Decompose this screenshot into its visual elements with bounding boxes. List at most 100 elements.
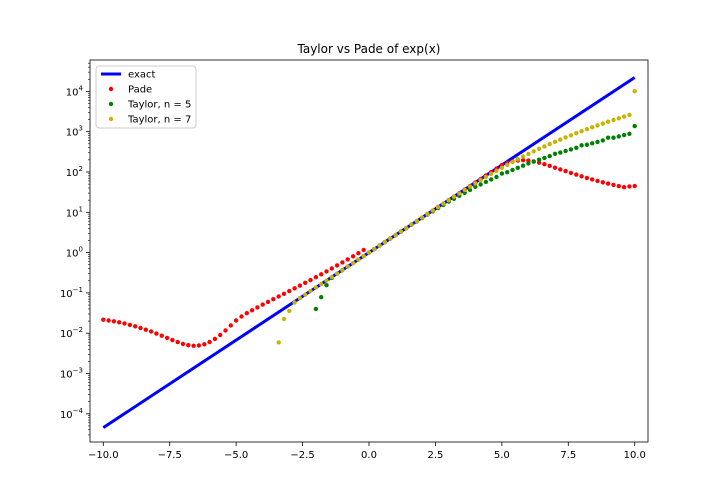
data-point-pade (265, 299, 271, 305)
data-point-taylor-n-7 (430, 208, 435, 213)
data-point-pade (324, 269, 329, 274)
data-point-taylor-n-7 (531, 149, 536, 154)
data-point-pade (579, 174, 584, 179)
data-point-taylor-n-7 (361, 253, 366, 259)
data-point-taylor-n-7 (308, 288, 313, 294)
legend-dot-marker (108, 86, 114, 92)
legend-box (95, 65, 197, 129)
x-tick-label: 7.5 (560, 450, 576, 461)
data-point-pade (303, 280, 308, 285)
data-point-pade (133, 324, 138, 329)
data-point-pade (590, 177, 595, 182)
data-point-pade (276, 294, 281, 299)
data-point-taylor-n-7 (334, 271, 340, 276)
data-point-pade (345, 257, 350, 262)
data-point-pade (175, 339, 180, 345)
data-point-pade (101, 317, 106, 322)
y-tick-label: 10−4 (60, 407, 84, 421)
y-tick-label: 102 (66, 165, 83, 179)
data-point-pade (334, 263, 340, 268)
legend-label: Taylor, n = 5 (127, 100, 191, 111)
data-point-pade (228, 323, 233, 328)
data-point-taylor-n-7 (505, 162, 510, 168)
data-point-pade (249, 308, 255, 313)
data-point-pade (632, 183, 637, 189)
y-tick-label: 10−3 (60, 367, 83, 381)
data-point-pade (287, 288, 292, 294)
data-point-taylor-n-7 (499, 165, 505, 170)
y-tick-label: 10−2 (60, 326, 83, 340)
data-point-taylor-n-5 (467, 187, 473, 193)
data-point-pade (616, 183, 621, 189)
data-point-pade (202, 342, 207, 347)
data-point-pade (164, 335, 170, 341)
data-point-taylor-n-7 (568, 133, 574, 138)
data-point-taylor-n-5 (478, 182, 483, 187)
data-point-taylor-n-5 (531, 159, 536, 164)
data-point-taylor-n-5 (542, 155, 547, 161)
data-point-taylor-n-7 (297, 296, 303, 301)
data-point-taylor-n-7 (340, 267, 345, 273)
data-point-pade (558, 167, 563, 172)
x-tick-label: −10.0 (88, 450, 119, 461)
y-tick-label: 100 (66, 246, 83, 260)
legend-label: Pade (128, 85, 152, 96)
data-point-taylor-n-7 (324, 278, 329, 283)
data-point-taylor-n-7 (313, 285, 319, 290)
data-point-taylor-n-7 (558, 137, 563, 142)
data-point-taylor-n-7 (515, 157, 520, 162)
data-point-pade (255, 305, 260, 310)
data-point-taylor-n-7 (393, 232, 398, 238)
legend-label: exact (128, 70, 156, 81)
data-point-pade (260, 302, 265, 307)
data-point-taylor-n-7 (382, 239, 388, 245)
data-point-pade (271, 297, 276, 302)
data-point-taylor-n-7 (287, 308, 292, 314)
data-point-taylor-n-7 (457, 191, 462, 196)
data-point-pade (154, 331, 159, 336)
y-axis: 10−4 10−3 10−2 10−1 100 101 102 103 104 (60, 62, 90, 436)
data-point-pade (568, 170, 574, 176)
data-point-pade (170, 337, 175, 343)
data-point-taylor-n-7 (435, 205, 441, 210)
data-point-pade (191, 343, 196, 348)
data-point-taylor-n-5 (558, 150, 563, 155)
y-tick-label: 101 (66, 205, 83, 219)
data-point-taylor-n-5 (520, 163, 526, 168)
data-point-taylor-n-5 (494, 174, 499, 180)
data-point-taylor-n-5 (621, 132, 627, 138)
data-point-taylor-n-5 (595, 139, 600, 145)
data-point-taylor-n-7 (398, 229, 404, 234)
data-point-taylor-n-7 (329, 274, 334, 280)
data-point-pade (292, 286, 297, 291)
data-point-pade (319, 272, 324, 277)
data-point-pade (563, 168, 568, 174)
data-point-taylor-n-7 (494, 168, 499, 173)
data-point-pade (595, 178, 600, 184)
data-point-pade (122, 321, 127, 326)
data-point-pade (313, 275, 319, 280)
data-point-pade (350, 254, 356, 259)
y-tick-label: 104 (66, 84, 84, 98)
data-point-taylor-n-7 (356, 257, 361, 262)
data-point-taylor-n-5 (505, 170, 510, 175)
data-point-taylor-n-5 (584, 142, 590, 147)
data-point-pade (196, 343, 202, 348)
data-point-pade (111, 319, 117, 324)
data-point-taylor-n-7 (579, 129, 584, 134)
series-taylor-n-7 (276, 89, 637, 345)
data-point-taylor-n-5 (536, 157, 542, 162)
data-point-taylor-n-7 (292, 300, 297, 305)
data-point-taylor-n-7 (281, 316, 287, 322)
data-point-taylor-n-7 (632, 89, 637, 94)
data-point-taylor-n-5 (611, 135, 616, 140)
data-point-pade (148, 329, 154, 334)
data-point-pade (520, 158, 526, 163)
data-point-pade (117, 320, 122, 325)
data-point-taylor-n-7 (563, 135, 568, 140)
data-point-pade (329, 266, 334, 271)
data-point-taylor-n-7 (584, 127, 590, 132)
data-point-pade (600, 180, 605, 185)
data-point-pade (621, 185, 627, 190)
